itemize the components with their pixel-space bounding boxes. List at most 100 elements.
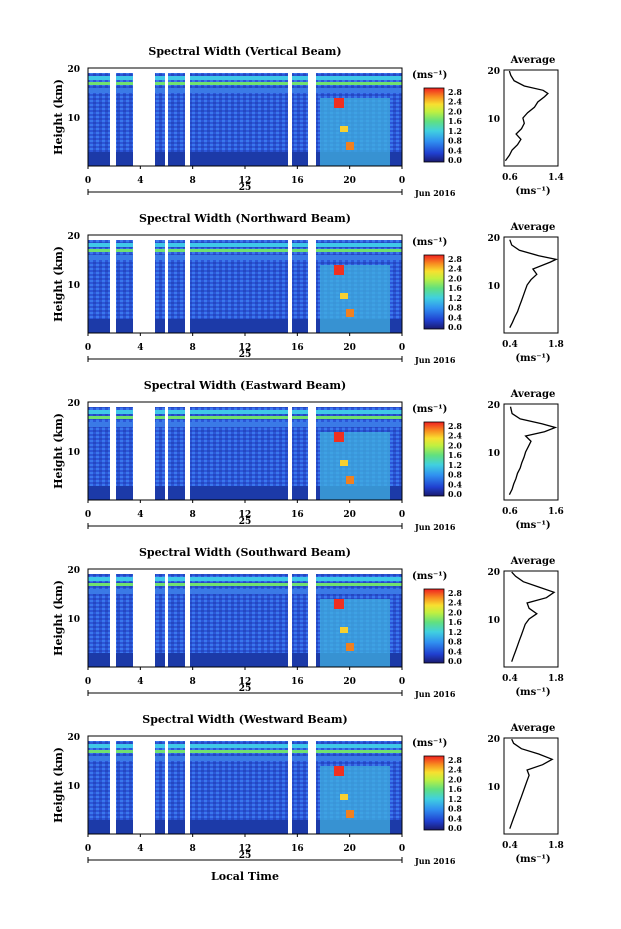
colorbar-unit: (ms⁻¹) xyxy=(412,404,447,415)
y-tick-label: 10 xyxy=(67,281,80,291)
average-y-tick: 20 xyxy=(487,568,500,578)
x-tick-label: 12 xyxy=(239,510,252,520)
no-data-gap xyxy=(288,68,292,166)
no-data-gap xyxy=(110,569,116,667)
x-tick-label: 8 xyxy=(190,677,196,687)
no-data-gap xyxy=(308,736,316,834)
heatmap-band xyxy=(88,756,402,761)
no-data-gap xyxy=(308,235,316,333)
y-tick-label: 10 xyxy=(67,782,80,792)
heatmap-band xyxy=(88,82,402,85)
colorbar-tick-label: 2.4 xyxy=(448,765,462,775)
no-data-gap xyxy=(133,569,155,667)
average-profile-line xyxy=(509,738,554,829)
colorbar-tick-label: 0.4 xyxy=(448,646,462,656)
colorbar-tick-label: 1.6 xyxy=(448,116,462,126)
x-tick-label: 12 xyxy=(239,677,252,687)
no-data-gap xyxy=(288,402,292,500)
colorbar-tick-label: 2.0 xyxy=(448,440,462,450)
x-tick-label: 4 xyxy=(137,510,143,520)
colorbar-tick-label: 0.4 xyxy=(448,145,462,155)
heatmap-band xyxy=(88,589,402,594)
y-tick-label: 20 xyxy=(67,733,80,743)
average-frame xyxy=(503,69,559,167)
heatmap-convective xyxy=(320,766,390,834)
colorbar-tick-label: 2.8 xyxy=(448,254,462,264)
colorbar-tick-label: 0.4 xyxy=(448,312,462,322)
colorbar-tick-label: 1.2 xyxy=(448,293,462,303)
colorbar-tick-label: 2.0 xyxy=(448,607,462,617)
average-y-tick: 20 xyxy=(487,67,500,77)
colorbar-tick-label: 1.2 xyxy=(448,460,462,470)
x-tick-label: 0 xyxy=(399,844,405,854)
panel-title: Spectral Width (Vertical Beam) xyxy=(148,45,341,58)
average-y-tick: 10 xyxy=(487,449,500,459)
no-data-gap xyxy=(185,569,190,667)
x-tick-label: 4 xyxy=(137,677,143,687)
y-tick-label: 20 xyxy=(67,399,80,409)
y-axis-label: Height (km) xyxy=(52,413,65,489)
colorbar xyxy=(423,755,445,831)
colorbar-unit: (ms⁻¹) xyxy=(412,70,447,81)
x-tick-label: 0 xyxy=(85,343,91,353)
heatmap-hotspot xyxy=(334,432,344,442)
colorbar-unit: (ms⁻¹) xyxy=(412,571,447,582)
heatmap-band xyxy=(88,744,402,748)
no-data-gap xyxy=(133,235,155,333)
heatmap-hotspot xyxy=(346,142,354,150)
y-tick-label: 20 xyxy=(67,232,80,242)
no-data-gap xyxy=(308,569,316,667)
heatmap-hotspot xyxy=(346,810,354,818)
heatmap-band xyxy=(88,243,402,247)
average-y-tick: 10 xyxy=(487,783,500,793)
heatmap-hotspot xyxy=(340,627,348,633)
no-data-gap xyxy=(165,68,168,166)
colorbar-tick-label: 2.8 xyxy=(448,588,462,598)
average-y-tick: 20 xyxy=(487,234,500,244)
y-axis-label: Height (km) xyxy=(52,79,65,155)
month-label: Jun 2016 xyxy=(414,522,456,532)
colorbar xyxy=(423,254,445,330)
x-tick-label: 0 xyxy=(399,343,405,353)
x-tick-label: 8 xyxy=(190,510,196,520)
colorbar-tick-label: 2.8 xyxy=(448,87,462,97)
no-data-gap xyxy=(133,736,155,834)
heatmap-band xyxy=(88,255,402,260)
no-data-top xyxy=(88,736,402,741)
average-x-label: (ms⁻¹) xyxy=(515,186,550,197)
y-axis-label: Height (km) xyxy=(52,246,65,322)
average-x-tick: 0.4 xyxy=(502,674,518,684)
colorbar-tick-label: 0.8 xyxy=(448,136,462,146)
colorbar-tick-label: 2.0 xyxy=(448,106,462,116)
x-tick-label: 16 xyxy=(291,510,304,520)
heatmap-band xyxy=(88,422,402,427)
no-data-top xyxy=(88,402,402,407)
month-label: Jun 2016 xyxy=(414,689,456,699)
no-data-gap xyxy=(288,569,292,667)
colorbar-tick-label: 1.2 xyxy=(448,794,462,804)
heatmap-hotspot xyxy=(334,265,344,275)
average-y-tick: 20 xyxy=(487,735,500,745)
colorbar xyxy=(423,87,445,163)
y-tick-label: 10 xyxy=(67,114,80,124)
heatmap-hotspot xyxy=(346,476,354,484)
heatmap-band xyxy=(88,88,402,93)
no-data-top xyxy=(88,235,402,240)
no-data-gap xyxy=(185,68,190,166)
x-tick-label: 8 xyxy=(190,343,196,353)
colorbar-tick-label: 0.8 xyxy=(448,303,462,313)
no-data-top xyxy=(88,68,402,73)
average-x-tick: 1.8 xyxy=(548,340,564,350)
heatmap-band xyxy=(88,583,402,586)
average-x-tick: 1.4 xyxy=(548,173,564,183)
day-label: 25 xyxy=(239,851,252,861)
panel-title: Spectral Width (Southward Beam) xyxy=(139,546,351,559)
colorbar-tick-label: 0.8 xyxy=(448,637,462,647)
colorbar-tick-label: 2.4 xyxy=(448,264,462,274)
y-tick-label: 20 xyxy=(67,566,80,576)
x-tick-label: 0 xyxy=(399,677,405,687)
x-tick-label: 16 xyxy=(291,176,304,186)
no-data-gap xyxy=(165,736,168,834)
colorbar-unit: (ms⁻¹) xyxy=(412,237,447,248)
average-title: Average xyxy=(510,723,556,734)
